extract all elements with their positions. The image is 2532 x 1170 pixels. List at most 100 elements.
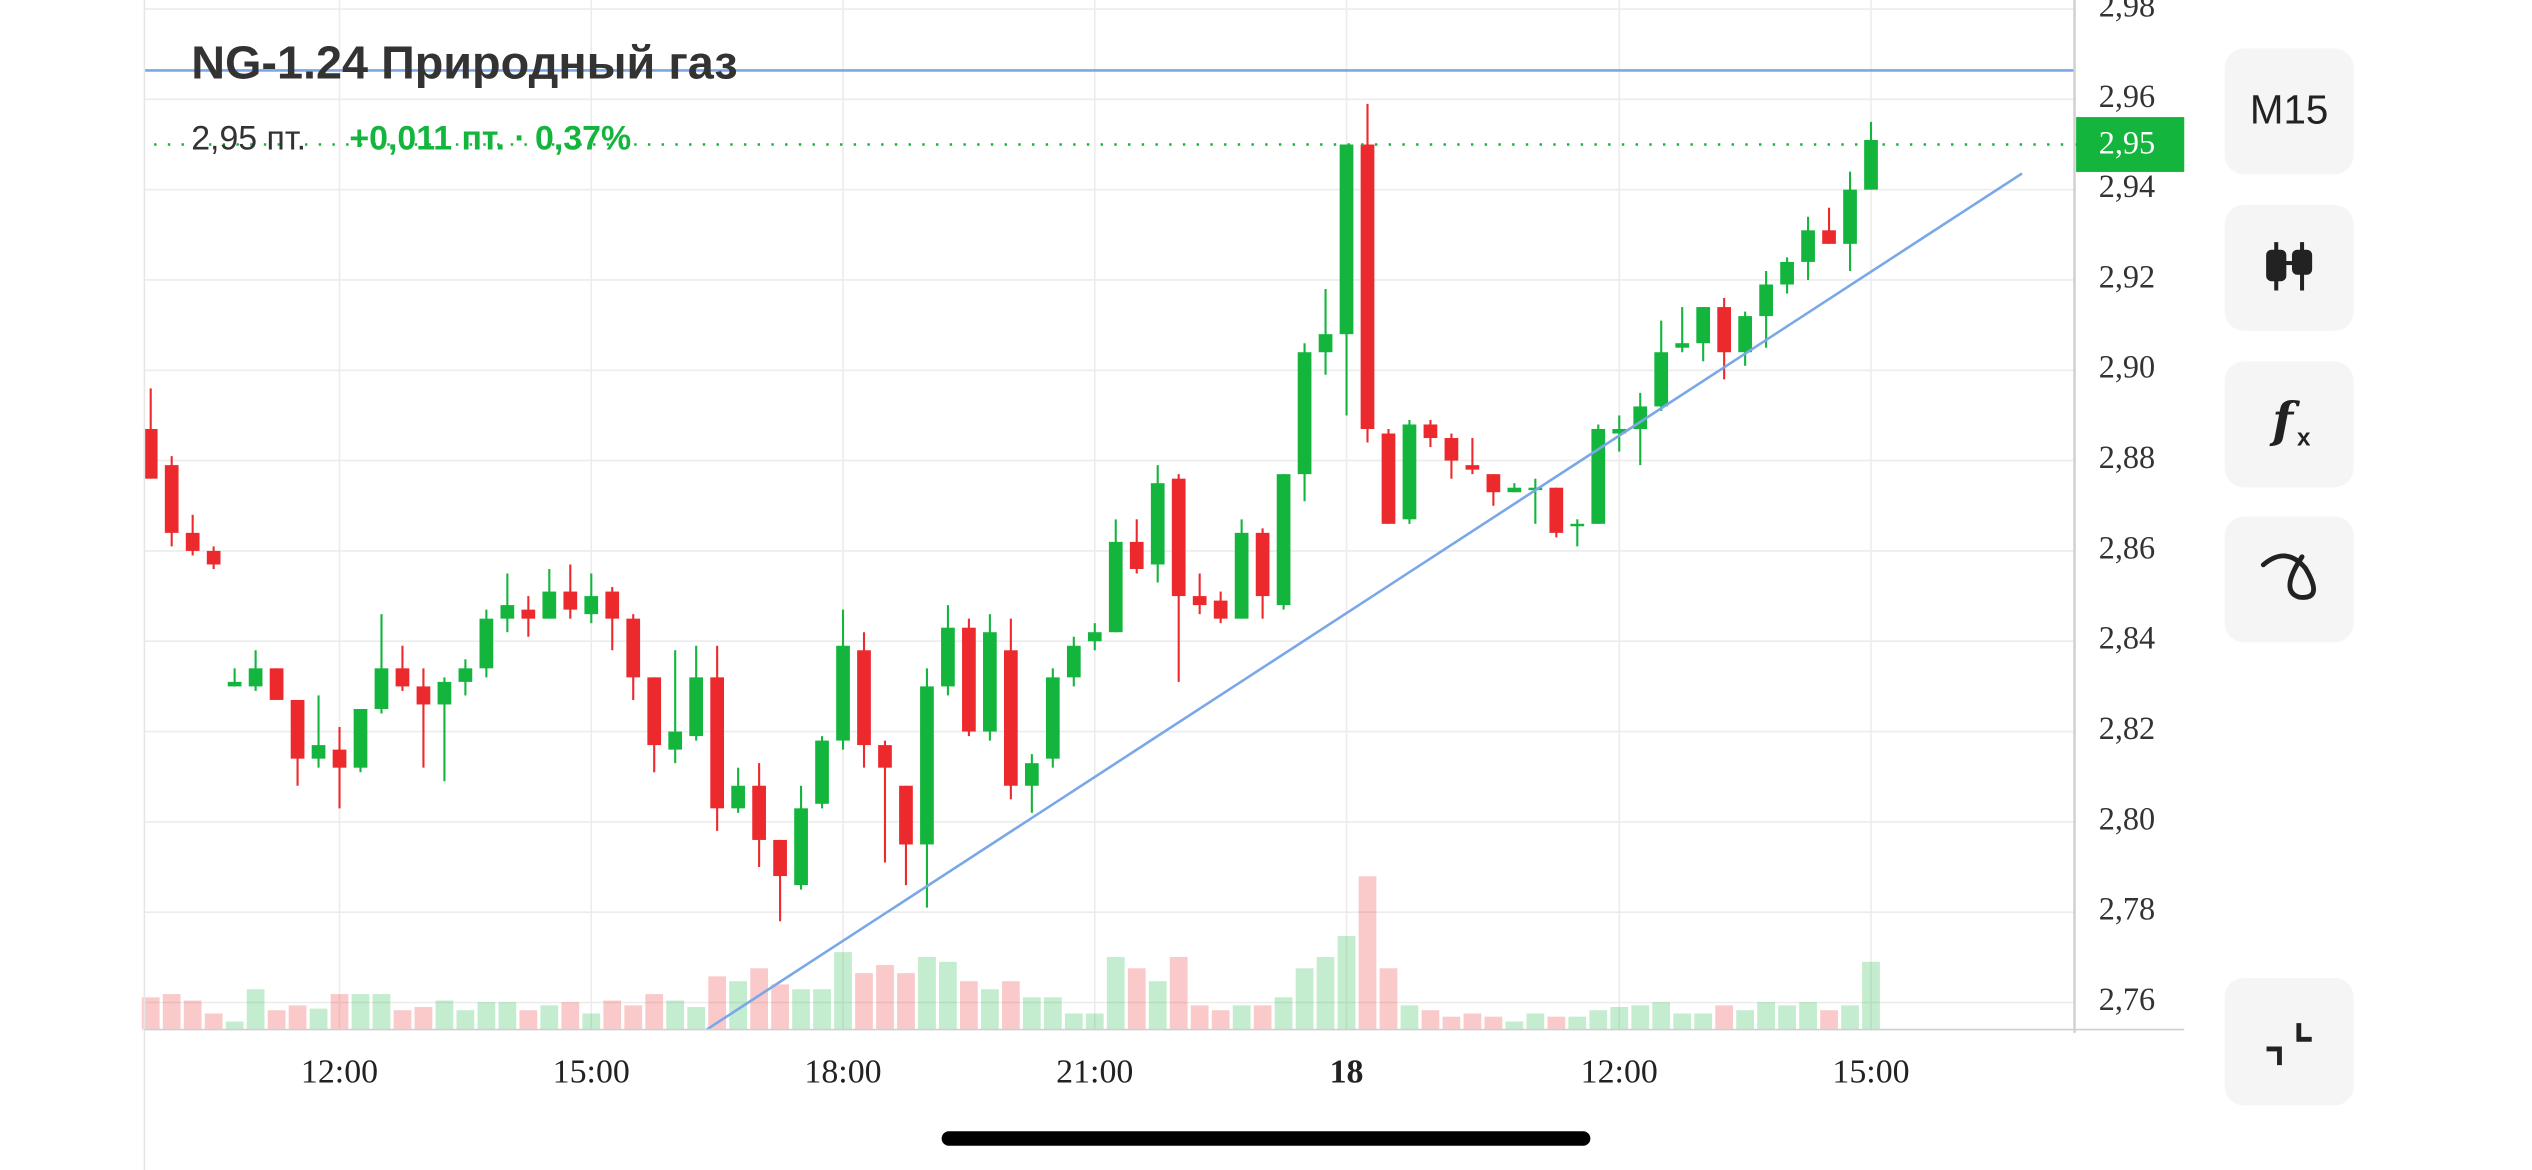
volume-bar (330, 994, 349, 1030)
change: +0,011 пт. · 0,37% (349, 119, 631, 157)
volume-bar (1295, 968, 1314, 1030)
y-tick-label: 2,86 (2099, 529, 2155, 565)
volume-bar (1148, 981, 1167, 1030)
x-tick-label: 18 (1330, 1054, 1364, 1091)
candle-body (1339, 144, 1354, 335)
candle-body (1129, 541, 1144, 569)
candle-body (878, 745, 892, 768)
candle-body (836, 645, 850, 741)
volume-bar (1190, 1005, 1209, 1030)
candle-body (143, 429, 158, 479)
volume-bar (1820, 1010, 1838, 1030)
volume-bar (1652, 1002, 1671, 1030)
volume-bar (1127, 968, 1146, 1030)
candle-body (794, 808, 808, 886)
candle-body (1864, 139, 1878, 190)
candle-body (731, 785, 745, 809)
candle-body (1486, 474, 1501, 493)
candle-body (1150, 483, 1165, 565)
candle-body (1423, 424, 1438, 439)
candle-body (185, 532, 200, 551)
volume-bar (1673, 1013, 1692, 1030)
candle-body (521, 609, 536, 619)
volume-bar (1001, 981, 1020, 1030)
volume-bar (1400, 1005, 1419, 1030)
volume-bar (288, 1005, 307, 1030)
volume-bar (855, 973, 873, 1030)
volume-bar (1085, 1013, 1104, 1030)
candle-body (1066, 645, 1081, 678)
volume-bar (1379, 968, 1398, 1030)
candle-body (1843, 189, 1857, 244)
candle-body (1045, 677, 1060, 759)
y-tick-label: 2,76 (2099, 981, 2155, 1017)
y-tick-label: 2,78 (2099, 891, 2155, 927)
volume-bar (561, 1002, 580, 1030)
candle-body (1822, 230, 1836, 244)
x-tick-label: 18:00 (804, 1054, 881, 1091)
y-tick-label: 2,84 (2099, 620, 2155, 656)
volume-bar (1421, 1010, 1440, 1030)
volume-bar (393, 1010, 412, 1030)
candle-body (458, 668, 473, 682)
volume-bar (960, 981, 978, 1030)
volume-bar (1778, 1005, 1796, 1030)
volume-bar (918, 956, 936, 1030)
last-price-label: 2,95 (2099, 125, 2155, 161)
candle-body (1465, 465, 1480, 470)
volume-bar (225, 1021, 244, 1030)
volume-bar (1253, 1005, 1272, 1030)
last-price-box (2076, 117, 2185, 172)
candle-body (1402, 424, 1417, 520)
volume-bar (876, 965, 894, 1030)
volume-bar (834, 952, 852, 1030)
volume-bar (1043, 997, 1062, 1030)
indicators-button[interactable] (2224, 361, 2354, 488)
candle-body (374, 668, 389, 709)
y-tick-label: 2,90 (2099, 349, 2155, 385)
volume-bar (309, 1008, 328, 1030)
candle-body (542, 591, 557, 619)
candle-icon (2266, 242, 2313, 291)
volume-bar (1862, 961, 1880, 1030)
candle-body (1255, 532, 1270, 597)
volume-bar (1589, 1010, 1608, 1030)
volume-bar (792, 989, 810, 1030)
candle-body (395, 668, 410, 687)
candle-body (1360, 144, 1375, 430)
candle-body (290, 699, 305, 759)
candle-body (1171, 478, 1186, 597)
volume-bar (603, 1000, 622, 1030)
volume-bar (1841, 1005, 1859, 1030)
y-tick-label: 2,98 (2099, 0, 2155, 23)
candle-body (1570, 523, 1585, 527)
volume-bar (1736, 1010, 1755, 1030)
candle-body (899, 785, 913, 845)
volume-bar (1169, 956, 1188, 1030)
volume-bar (540, 1005, 559, 1030)
volume-bar (1274, 997, 1293, 1030)
volume-bar (204, 1013, 223, 1030)
volume-bar (1064, 1013, 1083, 1030)
candle-body (311, 745, 326, 759)
candle-body (647, 677, 662, 746)
candle-body (1738, 316, 1752, 353)
volume-bar (1316, 956, 1335, 1030)
volume-bar (1505, 1021, 1524, 1030)
y-tick-label: 2,82 (2099, 710, 2155, 746)
volume-bar (1526, 1013, 1545, 1030)
volume-bar (498, 1002, 517, 1030)
y-tick-label: 2,94 (2099, 168, 2155, 204)
volume-bar (1442, 1016, 1461, 1030)
chart-type-button[interactable] (2224, 204, 2354, 331)
volume-bar (1463, 1013, 1482, 1030)
candle-body (1024, 763, 1039, 786)
y-tick-label: 2,96 (2099, 78, 2155, 114)
price: 2,95 пт. (191, 119, 306, 157)
timeframe-button[interactable] (2224, 48, 2354, 175)
candle-body (962, 627, 976, 732)
collapse-button[interactable] (2224, 977, 2354, 1106)
candle-body (1675, 343, 1690, 348)
